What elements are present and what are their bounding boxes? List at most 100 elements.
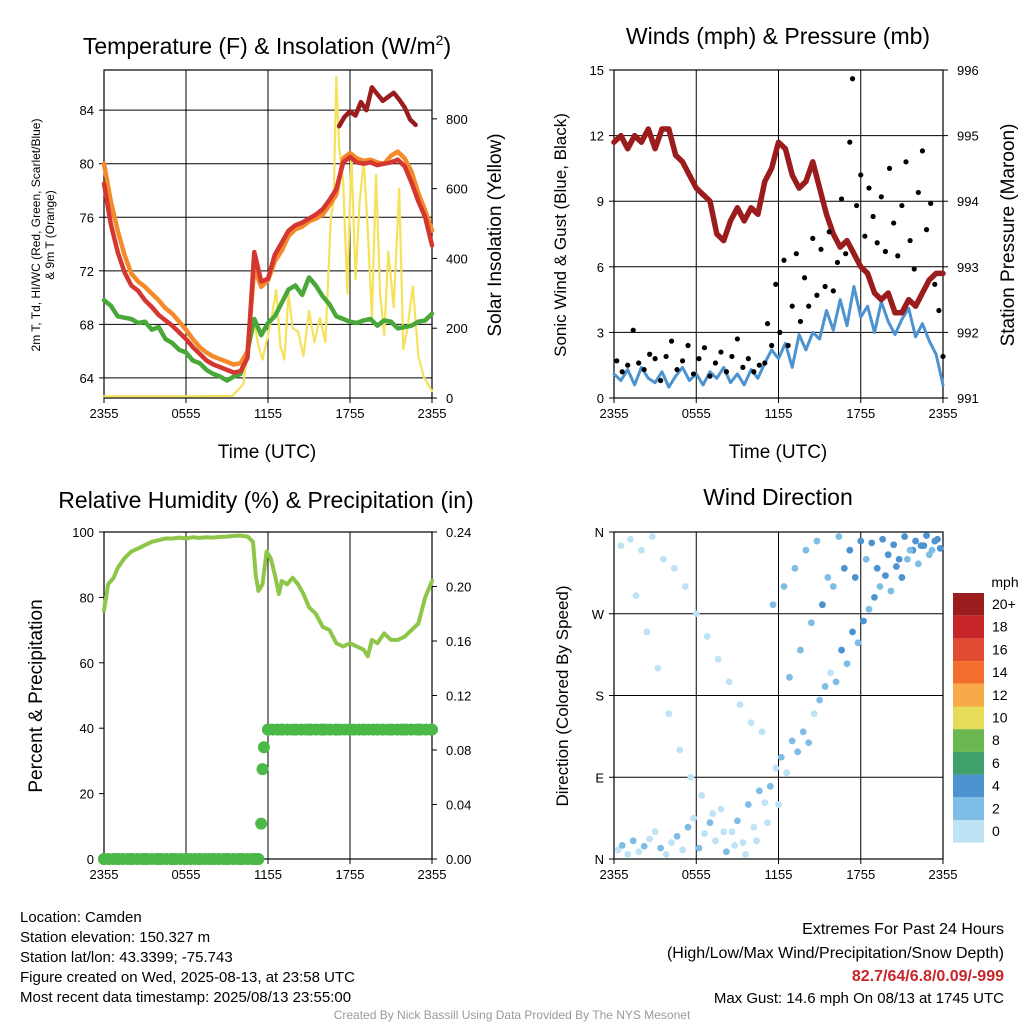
x-tick-label: 2355 — [600, 406, 629, 421]
wind-direction-point — [813, 537, 821, 545]
wind-direction-point — [818, 601, 826, 609]
wind-direction-point — [780, 583, 788, 590]
extremes-values: 82.7/64/6.8/0.09/-999 — [852, 968, 1004, 985]
wind-direction-point — [758, 728, 766, 736]
legend-label: 16 — [992, 641, 1008, 657]
x-tick-label: 1755 — [336, 867, 365, 882]
extremes-subtitle: (High/Low/Max Wind/Precipitation/Snow De… — [667, 945, 1004, 962]
legend-label: 18 — [992, 619, 1008, 635]
humidity-panel: Relative Humidity (%) & Precipitation (i… — [26, 487, 474, 882]
x-tick-label: 2355 — [600, 867, 629, 882]
extremes-title: Extremes For Past 24 Hours — [802, 921, 1004, 938]
gust-point — [814, 292, 820, 298]
wind-direction-point — [624, 851, 632, 858]
y-tick-label: 40 — [80, 721, 94, 736]
x-tick-label: 2355 — [418, 406, 447, 421]
gust-point — [826, 229, 832, 235]
gust-point — [690, 371, 697, 377]
wind-direction-point — [769, 601, 777, 609]
y-tick-label: N — [595, 852, 604, 867]
gust-point — [764, 321, 771, 327]
x-tick-label: 1155 — [254, 406, 282, 421]
gust-point — [870, 213, 876, 220]
gust-point — [866, 185, 872, 191]
wind-direction-point — [903, 555, 911, 563]
x-tick-label: 2355 — [929, 406, 958, 421]
gust-point — [854, 202, 860, 209]
wind-direction-point — [681, 583, 689, 590]
wind-direction-point — [736, 701, 744, 708]
pressure-y-label: Station Pressure (Maroon) — [998, 124, 1019, 347]
gust-point — [882, 248, 889, 255]
gust-point — [810, 235, 816, 241]
x-tick-label: 2355 — [90, 406, 119, 421]
legend-label: 20+ — [992, 596, 1016, 612]
wind-plot: 2355 0555 1155 1755 235503691215991992993994… — [590, 63, 979, 421]
wind-direction-point — [640, 842, 648, 850]
wind-direction-point — [657, 844, 665, 852]
gust-point — [647, 351, 653, 357]
y2-tick-label: 995 — [957, 129, 979, 144]
wind-direction-point — [695, 844, 703, 852]
wind-direction-point — [614, 846, 622, 854]
x-tick-label: 0555 — [682, 867, 711, 882]
temperature-y-label-line2: & 9m T (Orange) — [43, 190, 57, 280]
wind-direction-point — [698, 792, 706, 799]
wind-direction-point — [673, 832, 681, 840]
x-tick-label: 0555 — [682, 406, 711, 421]
gust-point — [874, 240, 880, 246]
wind-direction-point — [895, 555, 903, 563]
wind-direction-point — [627, 535, 634, 543]
x-tick-label: 1755 — [846, 867, 875, 882]
gust-point — [936, 307, 942, 314]
gust-point — [822, 283, 828, 290]
wind-direction-point — [654, 664, 662, 672]
gust-point — [834, 259, 841, 266]
gust-point — [614, 358, 620, 364]
wind-direction-point — [750, 823, 758, 831]
wind-direction-point — [934, 535, 941, 543]
y-tick-label: 12 — [590, 129, 604, 144]
gust-point — [862, 233, 868, 239]
wind-direction-point — [851, 574, 859, 581]
wind-direction-point — [725, 678, 733, 686]
gust-point — [895, 253, 901, 259]
wind-direction-point — [860, 617, 867, 625]
x-tick-label: 1155 — [765, 406, 793, 421]
wind-direction-point — [643, 628, 651, 636]
wind-direction-point — [832, 678, 840, 686]
y2-tick-label: 996 — [957, 63, 979, 78]
wind-direction-point — [854, 639, 862, 647]
wind-direction-point — [728, 828, 736, 836]
gust-point — [928, 200, 934, 206]
gust-point — [923, 227, 930, 233]
wind-direction-point — [720, 828, 728, 836]
precipitation-point — [255, 817, 268, 830]
gust-point — [793, 251, 799, 257]
wind-direction-point — [914, 560, 922, 568]
wind-direction-point — [742, 851, 749, 858]
gust-point — [663, 353, 669, 360]
wind-direction-point — [838, 646, 845, 654]
precipitation-point — [256, 763, 269, 776]
y-tick-label: N — [595, 525, 604, 540]
y-tick-label: 9 — [597, 194, 604, 209]
wind-direction-point — [755, 787, 763, 795]
dewpoint-line — [101, 275, 435, 383]
gust-point — [740, 364, 746, 370]
humidity-plot: 2355 0555 1155 1755 23550204060801000.000.04… — [72, 525, 471, 882]
wind-direction-point — [670, 564, 678, 572]
gust-point — [801, 275, 808, 281]
figure-created: Figure created on Wed, 2025-08-13, at 23… — [20, 969, 355, 986]
gust-point — [911, 266, 917, 272]
gust-point — [658, 377, 664, 384]
y-tick-label: 6 — [597, 260, 604, 275]
wind-direction-point — [706, 819, 714, 827]
station-latlon: Station lat/lon: 43.3399; -75.743 — [20, 949, 233, 966]
gust-point — [891, 220, 897, 226]
wind-direction-point — [731, 841, 739, 849]
y2-tick-label: 0.16 — [446, 634, 471, 649]
wind-direction-point — [892, 563, 900, 570]
y2-tick-label: 0.08 — [446, 743, 471, 758]
